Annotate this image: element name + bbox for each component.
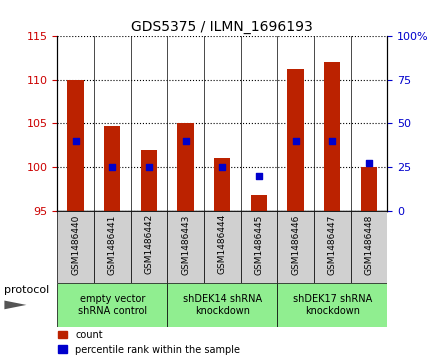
Text: GSM1486442: GSM1486442 xyxy=(144,214,154,274)
Bar xyxy=(57,283,167,327)
Point xyxy=(255,173,262,179)
Bar xyxy=(57,211,94,283)
Bar xyxy=(241,211,277,283)
Point xyxy=(109,164,116,170)
Bar xyxy=(104,126,121,211)
Text: GSM1486445: GSM1486445 xyxy=(254,214,264,274)
Point xyxy=(292,138,299,144)
Bar xyxy=(131,211,167,283)
Polygon shape xyxy=(4,301,26,309)
Point xyxy=(72,138,79,144)
Bar xyxy=(314,211,351,283)
Bar xyxy=(277,211,314,283)
Text: empty vector
shRNA control: empty vector shRNA control xyxy=(77,294,147,316)
Bar xyxy=(277,283,387,327)
Bar xyxy=(94,211,131,283)
Bar xyxy=(361,167,377,211)
Text: GSM1486447: GSM1486447 xyxy=(328,214,337,274)
Text: GSM1486441: GSM1486441 xyxy=(108,214,117,274)
Bar xyxy=(351,211,387,283)
Bar xyxy=(204,211,241,283)
Text: GSM1486446: GSM1486446 xyxy=(291,214,300,274)
Bar xyxy=(67,80,84,211)
Bar xyxy=(287,69,304,211)
Text: GSM1486448: GSM1486448 xyxy=(364,214,374,274)
Bar xyxy=(167,283,277,327)
Bar xyxy=(141,150,157,211)
Bar xyxy=(177,123,194,211)
Text: GSM1486440: GSM1486440 xyxy=(71,214,80,274)
Text: GSM1486443: GSM1486443 xyxy=(181,214,190,274)
Bar xyxy=(324,62,341,211)
Text: protocol: protocol xyxy=(4,285,50,295)
Point xyxy=(329,138,336,144)
Title: GDS5375 / ILMN_1696193: GDS5375 / ILMN_1696193 xyxy=(131,20,313,34)
Point xyxy=(219,164,226,170)
Point xyxy=(182,138,189,144)
Point xyxy=(365,160,372,166)
Text: shDEK14 shRNA
knockdown: shDEK14 shRNA knockdown xyxy=(183,294,262,316)
Bar xyxy=(167,211,204,283)
Legend: count, percentile rank within the sample: count, percentile rank within the sample xyxy=(58,330,240,355)
Bar xyxy=(251,195,267,211)
Bar xyxy=(214,158,231,211)
Text: shDEK17 shRNA
knockdown: shDEK17 shRNA knockdown xyxy=(293,294,372,316)
Point xyxy=(145,164,152,170)
Text: GSM1486444: GSM1486444 xyxy=(218,214,227,274)
